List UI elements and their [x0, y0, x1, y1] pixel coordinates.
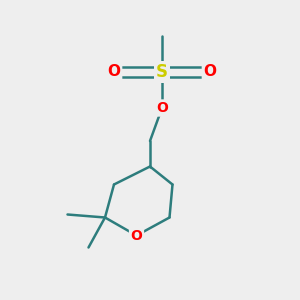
Text: S: S: [156, 63, 168, 81]
Text: O: O: [107, 64, 121, 80]
Text: O: O: [156, 101, 168, 115]
Text: O: O: [203, 64, 217, 80]
Text: O: O: [130, 229, 142, 242]
